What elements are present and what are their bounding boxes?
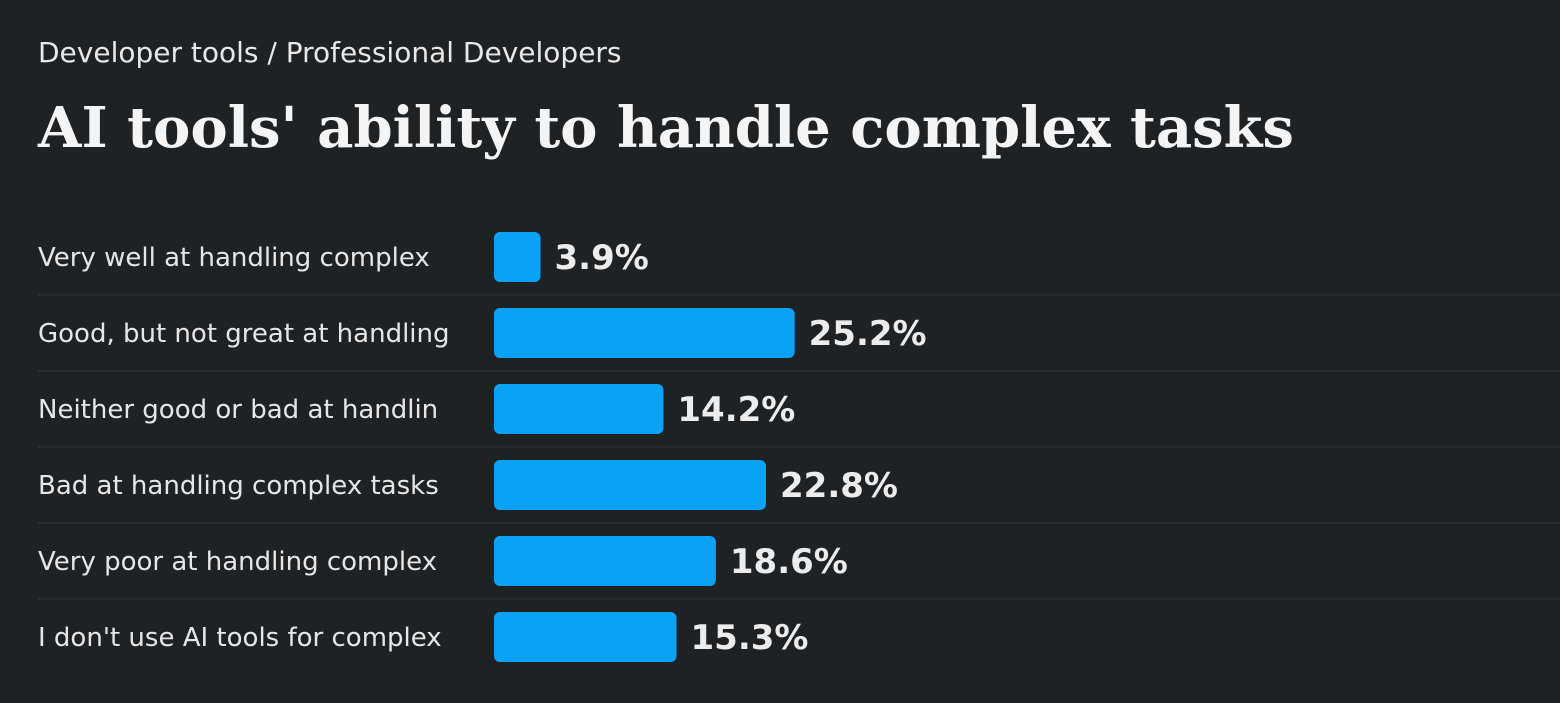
value-label: 3.9%: [555, 238, 649, 278]
category-label: I don't use AI tools for complex: [38, 623, 442, 653]
category-label: Very poor at handling complex: [38, 547, 437, 577]
value-label: 18.6%: [730, 542, 848, 582]
bar: [494, 612, 677, 662]
bar: [494, 308, 795, 358]
breadcrumb: Developer tools / Professional Developer…: [38, 36, 622, 69]
category-label: Bad at handling complex tasks: [38, 471, 439, 501]
value-label: 15.3%: [691, 618, 809, 658]
category-label: Very well at handling complex: [38, 243, 430, 273]
value-label: 14.2%: [677, 390, 795, 430]
value-label: 22.8%: [780, 466, 898, 506]
category-label: Neither good or bad at handlin: [38, 395, 438, 425]
bar: [494, 384, 664, 434]
value-label: 25.2%: [809, 314, 927, 354]
bar: [494, 460, 767, 510]
chart-title: AI tools' ability to handle complex task…: [38, 95, 1294, 161]
bar: [494, 232, 541, 282]
bar: [494, 536, 716, 586]
category-label: Good, but not great at handling: [38, 319, 450, 349]
